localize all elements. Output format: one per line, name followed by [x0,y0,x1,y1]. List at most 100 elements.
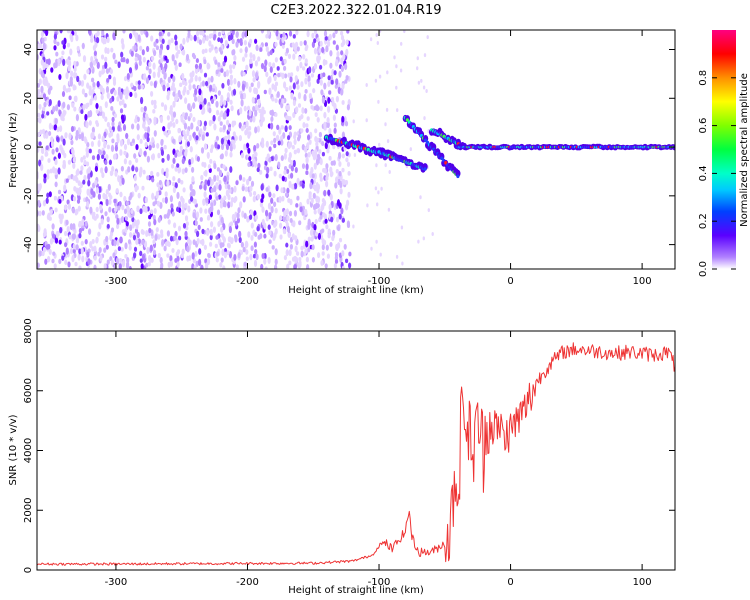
spectrogram-noise-cell [235,32,239,38]
spectrogram-noise-cell [140,106,144,113]
spectrogram-xtick-label: -100 [368,276,391,287]
spectrogram-noise-cell [263,89,267,95]
spectrogram-noise-cell [297,92,302,100]
spectrogram-noise-cell [346,104,350,111]
spectrogram-streak-core [456,174,460,179]
spectrogram-noise-cell [256,125,260,133]
spectrogram-noise-cell [274,248,278,256]
snr-ylabel: SNR (10 * v/v) [8,414,19,485]
spectrogram-noise-cell [152,239,156,245]
spectrogram-noise-cell [144,196,148,204]
spectrogram-noise-cell [294,75,298,82]
spectrogram-noise-cell [254,109,258,117]
spectrogram-noise-cell [324,218,328,224]
spectrogram-noise-cell [250,222,254,229]
spectrogram-noise-cell [316,137,320,143]
spectrogram-noise-cell [163,144,167,150]
spectrogram-noise-cell [59,125,63,132]
spectrogram-noise-cell [308,192,312,200]
spectrogram-noise-cell [307,75,311,83]
spectrogram-noise-cell [72,234,76,240]
spectrogram-noise-cell [335,216,340,223]
spectrogram-noise-cell [280,125,284,130]
spectrogram-noise-cell [285,105,289,110]
spectrogram-noise-cell [244,52,248,58]
spectrogram-noise-cell [227,236,231,243]
spectrogram-noise-cell [48,248,52,255]
spectrogram-noise-cell [134,63,139,70]
spectrogram-noise-cell [309,229,314,236]
spectrogram-noise-cell [341,250,345,257]
spectrogram-noise-cell [318,47,322,54]
spectrogram-noise-cell [257,98,261,106]
spectrogram-noise-cell [118,263,122,269]
spectrogram-noise-cell [243,212,247,220]
spectrogram-noise-cell [256,193,260,200]
spectrogram-noise-cell [107,183,111,191]
spectrogram-noise-cell [422,85,426,90]
spectrogram-noise-cell [130,82,134,88]
spectrogram-noise-cell [236,212,240,219]
spectrogram-noise-cell [230,239,234,245]
spectrogram-noise-cell [219,127,223,133]
spectrogram-noise-cell [277,140,281,146]
spectrogram-noise-cell [81,218,85,226]
spectrogram-noise-cell [222,265,226,269]
spectrogram-noise-cell [233,253,237,261]
spectrogram-noise-cell [338,170,342,177]
spectrogram-noise-cell [265,71,269,78]
spectrogram-noise-cell [327,40,331,47]
spectrogram-noise-cell [143,73,147,81]
spectrogram-noise-cell [396,108,399,113]
spectrogram-noise-cell [68,59,72,68]
spectrogram-noise-cell [326,253,330,259]
spectrogram-noise-cell [65,247,69,255]
spectrogram-noise-cell [323,82,327,90]
spectrogram-noise-cell [305,156,309,164]
spectrogram-noise-cell [44,258,48,265]
spectrogram-noise-cell [71,254,75,263]
spectrogram-noise-cell [328,203,332,211]
spectrogram-noise-cell [111,138,115,144]
spectrogram-noise-cell [346,161,351,167]
spectrogram-noise-cell [53,124,57,131]
spectrogram-noise-cell [305,128,309,133]
spectrogram-noise-cell [218,47,222,52]
spectrogram-noise-cell [210,98,214,105]
spectrogram-noise-cell [136,123,140,131]
spectrogram-noise-cell [73,71,77,79]
spectrogram-noise-cell [292,53,296,60]
spectrogram-noise-cell [206,229,210,236]
spectrogram-noise-cell [332,144,336,150]
spectrogram-noise-cell [66,199,70,205]
spectrogram-noise-cell [273,137,277,144]
spectrogram-noise-cell [276,66,280,71]
spectrogram-noise-cell [237,80,241,88]
spectrogram-noise-cell [58,239,62,245]
spectrogram-noise-cell [224,150,228,157]
spectrogram-noise-cell [104,101,108,109]
spectrogram-noise-cell [294,256,298,263]
spectrogram-noise-cell [352,224,355,229]
spectrogram-noise-cell [39,42,43,49]
spectrogram-noise-cell [285,208,289,215]
spectrogram-noise-cell [205,80,209,87]
spectrogram-noise-cell [46,169,50,175]
spectrogram-noise-cell [102,68,106,74]
spectrogram-noise-cell [201,161,205,167]
spectrogram-noise-cell [123,150,127,156]
spectrogram-noise-cell [375,33,378,37]
spectrogram-noise-cell [184,115,188,121]
spectrogram-noise-cell [195,58,199,64]
spectrogram-noise-cell [387,207,391,212]
spectrogram-noise-cell [240,241,244,248]
spectrogram-noise-cell [72,223,76,230]
spectrogram-noise-cell [309,182,313,190]
spectrogram-noise-cell [65,72,69,80]
spectrogram-noise-cell [341,153,345,159]
spectrogram-noise-cell [339,180,343,189]
spectrogram-noise-cell [296,46,300,52]
spectrogram-noise-cell [290,160,294,165]
spectrogram-noise-cell [243,39,247,46]
spectrogram-noise-cell [276,91,280,98]
